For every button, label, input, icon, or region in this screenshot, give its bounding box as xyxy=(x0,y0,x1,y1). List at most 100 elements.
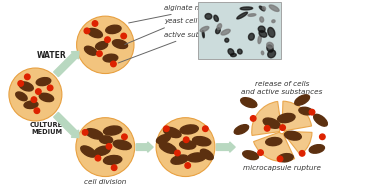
Circle shape xyxy=(175,150,180,156)
Circle shape xyxy=(164,126,169,132)
Ellipse shape xyxy=(104,126,122,135)
Ellipse shape xyxy=(202,31,204,38)
Circle shape xyxy=(203,126,208,132)
Circle shape xyxy=(106,144,112,149)
Ellipse shape xyxy=(278,113,295,123)
Ellipse shape xyxy=(85,129,103,139)
Circle shape xyxy=(9,68,62,121)
Ellipse shape xyxy=(39,93,54,102)
Ellipse shape xyxy=(88,28,102,38)
Ellipse shape xyxy=(159,142,176,153)
Ellipse shape xyxy=(272,20,275,23)
Circle shape xyxy=(299,151,305,156)
Circle shape xyxy=(265,125,270,131)
Ellipse shape xyxy=(243,151,259,160)
Text: active substance: active substance xyxy=(118,32,224,63)
Ellipse shape xyxy=(19,82,33,91)
Ellipse shape xyxy=(221,29,230,35)
Wedge shape xyxy=(283,131,312,155)
Circle shape xyxy=(258,150,263,155)
Ellipse shape xyxy=(259,6,265,11)
Ellipse shape xyxy=(180,141,196,149)
Wedge shape xyxy=(282,101,312,131)
Ellipse shape xyxy=(225,38,229,42)
Ellipse shape xyxy=(309,145,324,153)
Ellipse shape xyxy=(200,26,209,32)
Text: CULTURE
MEDIUM: CULTURE MEDIUM xyxy=(30,122,63,135)
Ellipse shape xyxy=(24,101,38,108)
Circle shape xyxy=(277,156,283,162)
Ellipse shape xyxy=(36,78,51,86)
Ellipse shape xyxy=(112,40,128,49)
Circle shape xyxy=(185,163,190,168)
Ellipse shape xyxy=(231,53,236,57)
Ellipse shape xyxy=(261,51,264,55)
Circle shape xyxy=(95,155,101,161)
Ellipse shape xyxy=(205,14,212,19)
Circle shape xyxy=(92,21,98,26)
Wedge shape xyxy=(253,132,295,161)
Circle shape xyxy=(24,74,30,80)
Ellipse shape xyxy=(295,95,309,105)
Ellipse shape xyxy=(278,154,293,162)
Circle shape xyxy=(97,51,102,57)
Ellipse shape xyxy=(258,26,265,32)
Text: yeast cell: yeast cell xyxy=(125,18,197,44)
Circle shape xyxy=(31,97,37,102)
Ellipse shape xyxy=(268,50,276,58)
Ellipse shape xyxy=(248,14,256,16)
Ellipse shape xyxy=(16,92,27,101)
Circle shape xyxy=(280,125,285,130)
Circle shape xyxy=(36,89,41,94)
Text: cell division: cell division xyxy=(84,179,127,185)
Ellipse shape xyxy=(241,98,257,108)
Ellipse shape xyxy=(81,146,96,157)
Ellipse shape xyxy=(95,146,110,155)
Ellipse shape xyxy=(157,135,170,143)
Ellipse shape xyxy=(237,49,242,54)
Ellipse shape xyxy=(96,42,108,50)
Circle shape xyxy=(122,134,127,139)
Circle shape xyxy=(319,134,325,139)
Ellipse shape xyxy=(106,25,121,34)
Circle shape xyxy=(250,116,256,121)
Circle shape xyxy=(309,109,315,115)
Circle shape xyxy=(105,37,110,43)
Ellipse shape xyxy=(104,156,122,164)
Ellipse shape xyxy=(267,45,273,52)
Ellipse shape xyxy=(99,136,113,144)
Ellipse shape xyxy=(216,28,220,34)
Text: alginate microcapsule: alginate microcapsule xyxy=(129,5,242,23)
Ellipse shape xyxy=(164,127,181,138)
Ellipse shape xyxy=(214,15,219,21)
Ellipse shape xyxy=(266,137,282,146)
FancyArrow shape xyxy=(216,142,235,152)
Ellipse shape xyxy=(263,7,266,10)
Ellipse shape xyxy=(259,31,267,37)
Ellipse shape xyxy=(299,107,313,115)
FancyArrow shape xyxy=(54,51,79,77)
Ellipse shape xyxy=(85,46,97,55)
Ellipse shape xyxy=(234,125,249,134)
Ellipse shape xyxy=(180,125,198,134)
Ellipse shape xyxy=(260,17,264,22)
Ellipse shape xyxy=(193,137,211,146)
Ellipse shape xyxy=(285,131,301,140)
Ellipse shape xyxy=(228,49,234,55)
Circle shape xyxy=(34,108,40,113)
Ellipse shape xyxy=(103,54,118,62)
Ellipse shape xyxy=(200,149,213,160)
Ellipse shape xyxy=(113,140,131,150)
Wedge shape xyxy=(252,101,282,136)
Circle shape xyxy=(121,33,127,39)
Ellipse shape xyxy=(187,153,206,162)
Ellipse shape xyxy=(267,42,273,48)
Text: WATER: WATER xyxy=(36,51,66,60)
Ellipse shape xyxy=(268,27,275,37)
Ellipse shape xyxy=(237,12,247,19)
Ellipse shape xyxy=(171,155,188,164)
Circle shape xyxy=(47,85,53,91)
Circle shape xyxy=(156,118,215,177)
FancyArrow shape xyxy=(54,112,79,138)
Circle shape xyxy=(82,130,88,135)
